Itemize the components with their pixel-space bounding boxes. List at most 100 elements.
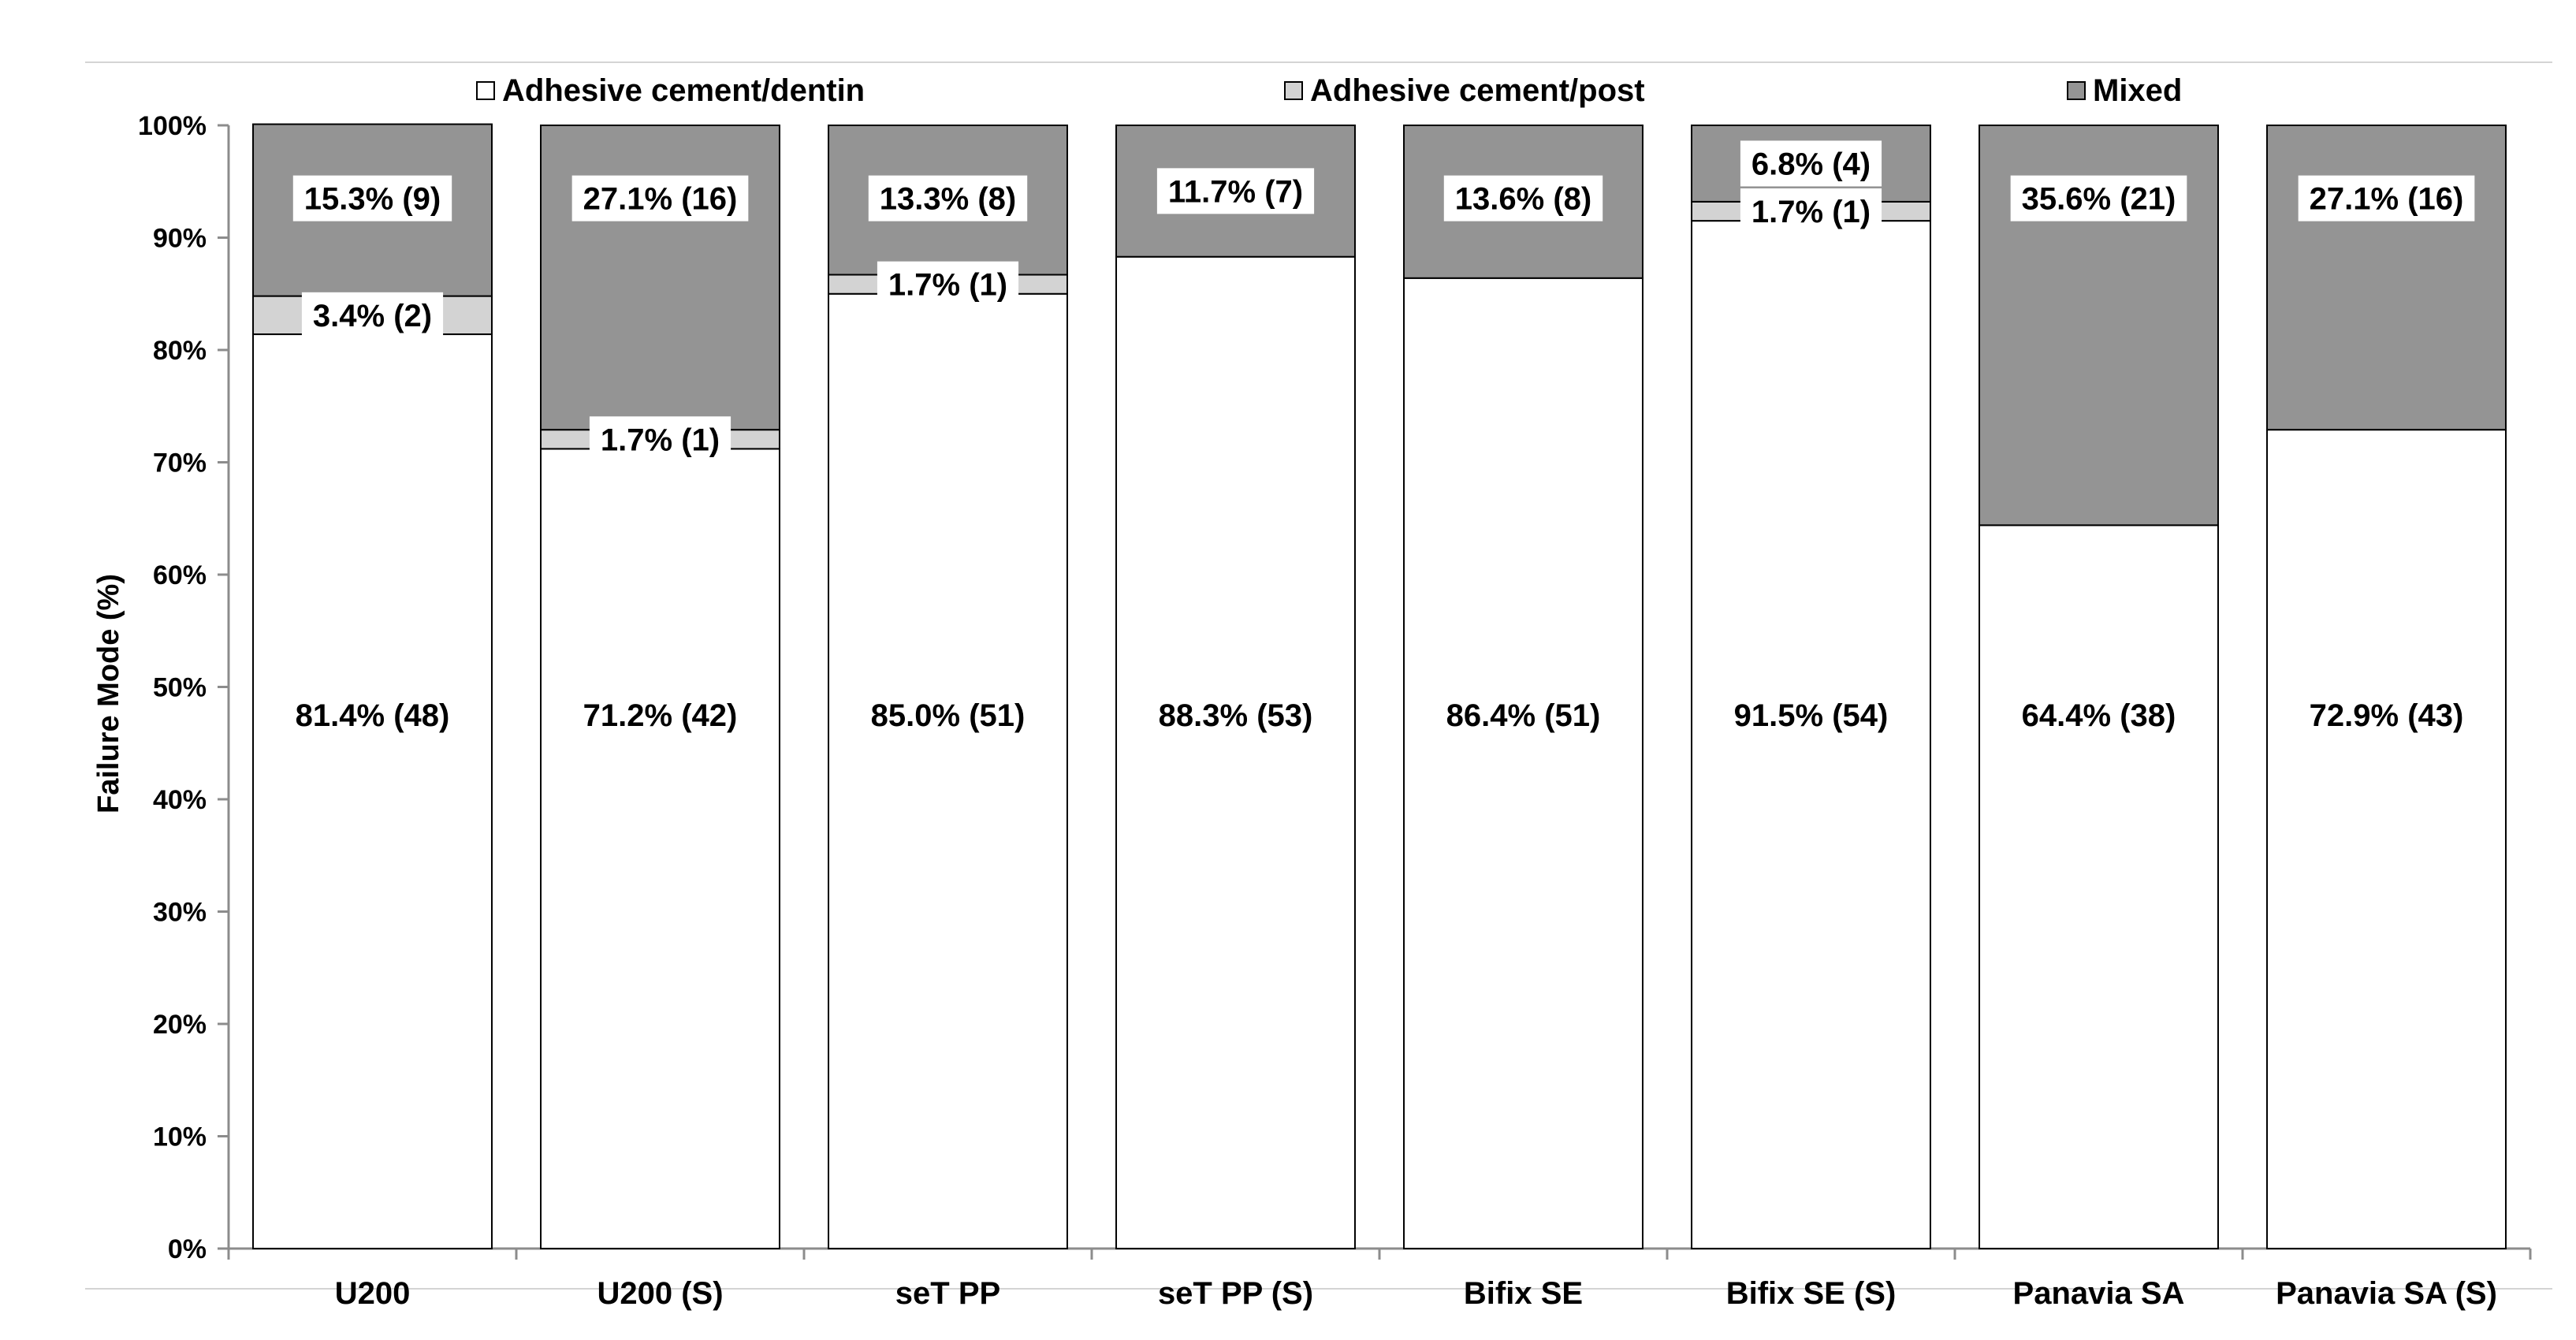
legend-label: Adhesive cement/post [1310,73,1645,108]
y-tick-label: 100% [138,111,207,141]
segment-label-text: 27.1% (16) [2310,182,2464,217]
segment-label-background [2298,175,2475,221]
segment-label-text: 81.4% (48) [296,698,450,733]
segment-label-text: 13.3% (8) [880,182,1016,217]
segment-label-background [2298,692,2475,739]
segment-label-background [859,692,1037,739]
bar-segment-2 [540,125,780,431]
bar-segment-0 [1115,255,1356,1250]
segment-label-text: 86.4% (51) [1446,698,1601,733]
segment-label-text: 1.7% (1) [601,422,720,457]
segment-label-text: 88.3% (53) [1159,698,1313,733]
y-tick-label: 50% [153,673,207,703]
y-tick-label: 0% [168,1234,207,1264]
x-category-label: seT PP [895,1276,1000,1311]
x-axis: U200 U200 (S) seT PP seT PP (S) Bifix SE Bifi… [227,1247,2532,1311]
y-tick-label: 70% [153,449,207,478]
segment-label-background [2010,175,2187,221]
segment-label-background [301,292,444,338]
bar-segment-0 [2266,429,2507,1249]
segment-labels: 81.4% (48) 3.4% (2) 15.3% (9) 71.2% (42) 1.7… [284,140,2475,739]
bar-segment-0 [1403,277,1644,1249]
y-axis: 0% 10% 20% 30% 40% 50% 60% 70% 80% 90% 100% [138,111,230,1264]
legend-swatch [2067,81,2086,100]
segment-label-text: 3.4% (2) [313,299,432,333]
segment-label: 27.1% (16) [571,175,749,221]
segment-label-text: 13.6% (8) [1455,182,1591,217]
legend-label: Mixed [2093,73,2182,108]
segment-label: 81.4% (48) [284,692,461,739]
segment-label: 91.5% (54) [1722,692,1900,739]
bar-segment-0 [252,333,493,1249]
segment-label: 1.7% (1) [589,416,731,463]
segment-label: 27.1% (16) [2298,175,2475,221]
legend-item: Adhesive cement/dentin [476,73,865,108]
segment-label-text: 35.6% (21) [2022,182,2176,217]
x-category-label: seT PP (S) [1158,1276,1313,1311]
segment-label-text: 64.4% (38) [2022,698,2176,733]
segment-label: 35.6% (21) [2010,175,2187,221]
segment-label-text: 85.0% (51) [871,698,1026,733]
bar-segment-0 [1979,524,2219,1249]
segment-label-background [1156,168,1315,214]
segment-label-background [877,261,1019,307]
segment-label-background [1443,175,1603,221]
segment-label-text: 15.3% (9) [304,182,441,217]
segment-label: 3.4% (2) [301,292,444,338]
segment-label-text: 91.5% (54) [1734,698,1889,733]
segment-label-background [1722,692,1900,739]
legend-swatch [1284,81,1303,100]
chart-frame [85,61,2552,1290]
x-category-label: Panavia SA (S) [2276,1276,2497,1311]
y-tick-label: 80% [153,336,207,366]
x-category-label: U200 (S) [597,1276,723,1311]
segment-label: 1.7% (1) [1740,188,1882,235]
bar-segment-2 [2266,125,2507,431]
segment-label-text: 11.7% (7) [1168,174,1303,209]
segment-label: 1.7% (1) [877,261,1019,307]
bar-segment-0 [828,292,1068,1249]
y-axis-title: Failure Mode (%) [92,574,125,813]
segment-label-text: 1.7% (1) [1751,195,1871,229]
x-category-label: Bifix SE (S) [1726,1276,1897,1311]
y-tick-label: 20% [153,1010,207,1040]
segment-label-text: 72.9% (43) [2310,698,2464,733]
y-tick-label: 40% [153,785,207,815]
segment-label-background [1740,140,1882,187]
legend-swatch [476,81,495,100]
segment-label: 88.3% (53) [1147,692,1324,739]
segment-label-text: 27.1% (16) [583,182,738,217]
segment-label-background [571,692,749,739]
y-tick-label: 10% [153,1122,207,1152]
bars [252,123,2507,1250]
legend-label: Adhesive cement/dentin [502,73,865,108]
segment-label: 85.0% (51) [859,692,1037,739]
segment-label-background [284,692,461,739]
segment-label-background [1435,692,1612,739]
segment-label: 11.7% (7) [1156,168,1315,214]
segment-label-text: 71.2% (42) [583,698,738,733]
segment-label: 13.3% (8) [868,175,1028,221]
x-category-label: U200 [335,1276,411,1311]
segment-label-background [292,175,452,221]
segment-label: 15.3% (9) [292,175,452,221]
segment-label: 71.2% (42) [571,692,749,739]
segment-label-text: 6.8% (4) [1751,147,1871,181]
segment-label: 6.8% (4) [1740,140,1882,187]
segment-label: 64.4% (38) [2010,692,2187,739]
segment-label-background [868,175,1028,221]
y-tick-label: 90% [153,224,207,254]
bar-segment-0 [540,448,780,1249]
segment-label: 86.4% (51) [1435,692,1612,739]
y-tick-label: 60% [153,560,207,590]
segment-label-background [1740,188,1882,235]
legend: Adhesive cement/dentin Adhesive cement/po… [476,73,2182,108]
x-category-label: Panavia SA [2013,1276,2185,1311]
segment-label: 13.6% (8) [1443,175,1603,221]
segment-label-background [1147,692,1324,739]
segment-label-background [589,416,731,463]
legend-item: Adhesive cement/post [1284,73,1645,108]
segment-label-background [571,175,749,221]
segment-label-text: 1.7% (1) [888,268,1007,303]
